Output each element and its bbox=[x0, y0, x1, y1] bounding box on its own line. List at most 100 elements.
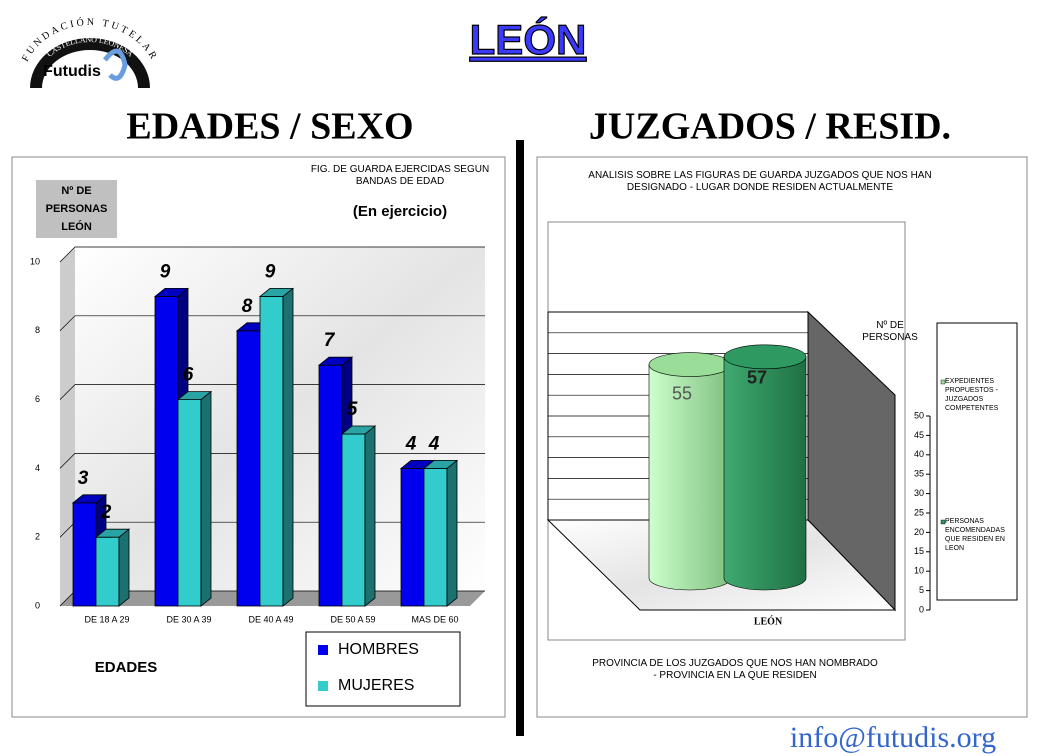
left-heading: EDADES / SEXO bbox=[126, 106, 413, 148]
x-tick-label: MAS DE 60 bbox=[411, 614, 458, 624]
x-label: EDADES bbox=[95, 659, 158, 676]
y-tick-label: 35 bbox=[914, 469, 924, 479]
bar-top bbox=[176, 391, 213, 401]
y-tick-label: 30 bbox=[914, 488, 924, 498]
bar-side bbox=[282, 287, 294, 607]
y-tick-label: 20 bbox=[914, 527, 924, 537]
bar-front bbox=[400, 467, 425, 607]
legend-label: PERSONAS ENCOMENDADAS QUE RESIDEN EN LEO… bbox=[945, 518, 1005, 552]
y-tick-label: 15 bbox=[914, 546, 924, 556]
bar-top bbox=[94, 528, 131, 538]
y-tick-label: 8 bbox=[35, 325, 40, 335]
divider bbox=[516, 140, 524, 736]
data-label: 5 bbox=[347, 399, 358, 420]
x-tick-label: DE 18 A 29 bbox=[84, 614, 129, 624]
y-label-box bbox=[36, 180, 117, 238]
cylinder-top bbox=[648, 352, 732, 377]
side-wall bbox=[60, 247, 75, 606]
legend-label-wrap: EXPEDIENTES PROPUESTOS - JUZGADOS COMPET… bbox=[945, 378, 999, 412]
grid-line bbox=[59, 246, 485, 263]
y-label-wrap: Nº DE PERSONAS LEÓN bbox=[45, 185, 108, 233]
y-tick-label: 40 bbox=[914, 449, 924, 459]
bar-front bbox=[259, 295, 284, 607]
grid-line bbox=[59, 315, 485, 332]
bar-front bbox=[318, 364, 343, 607]
title-wrap: ANÁLISIS SOBRE LAS FIGURAS DE GUARDA JUZ… bbox=[588, 170, 932, 193]
legend-label-wrap: PERSONAS ENCOMENDADAS QUE RESIDEN EN LEO… bbox=[945, 518, 1005, 552]
bar-front bbox=[236, 330, 261, 607]
chart-title: FIG. DE GUARDA EJERCIDAS SEGÚN BANDAS DE… bbox=[310, 164, 490, 187]
data-label: 3 bbox=[78, 468, 89, 489]
bar bbox=[422, 459, 459, 607]
y-tick-label: 10 bbox=[914, 566, 924, 576]
bar-top bbox=[153, 287, 190, 297]
y-tick-label: 4 bbox=[35, 463, 40, 473]
legend-swatch bbox=[318, 681, 328, 691]
y-tick-label: 0 bbox=[35, 600, 40, 610]
chart-subtitle: (En ejercicio) bbox=[353, 203, 447, 220]
y-tick-label: 6 bbox=[35, 394, 40, 404]
data-label: 57 bbox=[747, 368, 767, 388]
bar-top bbox=[422, 459, 459, 469]
bar-front bbox=[341, 433, 366, 607]
data-label: 9 bbox=[265, 261, 276, 282]
slide-title: LEÓN bbox=[470, 15, 587, 63]
legend-swatch bbox=[940, 379, 946, 385]
y-tick-label: 25 bbox=[914, 507, 924, 517]
bar-front bbox=[72, 502, 97, 607]
data-label: 2 bbox=[100, 502, 112, 523]
bar-side bbox=[364, 425, 376, 607]
bar bbox=[94, 528, 131, 607]
y-tick-label: 5 bbox=[919, 585, 924, 595]
y-tick-label: 50 bbox=[914, 410, 924, 420]
bar-top bbox=[258, 287, 295, 297]
legend-label: EXPEDIENTES PROPUESTOS - JUZGADOS COMPET… bbox=[945, 378, 999, 412]
data-label: 9 bbox=[160, 261, 171, 282]
x-label: PROVINCIA DE LOS JUZGADOS QUE NOS HAN NO… bbox=[592, 658, 878, 681]
bar-side bbox=[200, 390, 212, 607]
legend-label: MUJERES bbox=[338, 677, 414, 694]
logo-name: Futudis bbox=[43, 63, 101, 80]
bar-top bbox=[317, 356, 354, 366]
bar-front bbox=[423, 467, 448, 607]
data-label: 7 bbox=[324, 330, 336, 351]
bar bbox=[340, 425, 377, 607]
bar-top bbox=[71, 494, 108, 504]
title-wrap: FIG. DE GUARDA EJERCIDAS SEGÚN BANDAS DE… bbox=[310, 164, 490, 187]
bar-top bbox=[340, 425, 377, 435]
y-label: Nº DE PERSONAS LEÓN bbox=[45, 185, 108, 233]
logo: FUNDACIÓN TUTELAR CASTELLANO LEONESA Fut… bbox=[20, 16, 157, 88]
legend-label: HOMBRES bbox=[338, 641, 419, 658]
chart-title: ANÁLISIS SOBRE LAS FIGURAS DE GUARDA JUZ… bbox=[588, 170, 932, 193]
bar-front bbox=[177, 399, 202, 607]
email: info@futudis.org bbox=[790, 721, 996, 754]
bar-front bbox=[154, 295, 179, 607]
data-label: 4 bbox=[428, 433, 440, 454]
legend-swatch bbox=[940, 519, 946, 525]
legend-swatch bbox=[318, 645, 328, 655]
bar-side bbox=[446, 459, 458, 607]
legend bbox=[305, 631, 461, 707]
x-tick-label: DE 30 A 39 bbox=[166, 614, 211, 624]
y-tick-label: 10 bbox=[30, 256, 40, 266]
bar-side bbox=[118, 528, 130, 607]
x-label-wrap: PROVINCIA DE LOS JUZGADOS QUE NOS HAN NO… bbox=[592, 658, 878, 681]
right-heading: JUZGADOS / RESID. bbox=[589, 106, 951, 148]
y-tick-label: 45 bbox=[914, 430, 924, 440]
bar bbox=[176, 390, 213, 607]
cylinder bbox=[723, 344, 807, 591]
y-label-wrap: Nº DE PERSONAS bbox=[862, 320, 918, 343]
cylinder-top bbox=[723, 344, 807, 370]
y-tick-label: 0 bbox=[919, 604, 924, 614]
bar bbox=[258, 287, 295, 607]
x-tick-label: LEÓN bbox=[754, 615, 783, 627]
y-tick-label: 2 bbox=[35, 532, 40, 542]
bar-front bbox=[95, 536, 120, 607]
x-tick-label: DE 40 A 49 bbox=[248, 614, 293, 624]
y-label: Nº DE PERSONAS bbox=[862, 320, 918, 343]
cylinder-body bbox=[723, 356, 807, 591]
data-label: 8 bbox=[242, 296, 253, 317]
legend bbox=[936, 322, 1018, 601]
data-label: 6 bbox=[183, 365, 194, 386]
